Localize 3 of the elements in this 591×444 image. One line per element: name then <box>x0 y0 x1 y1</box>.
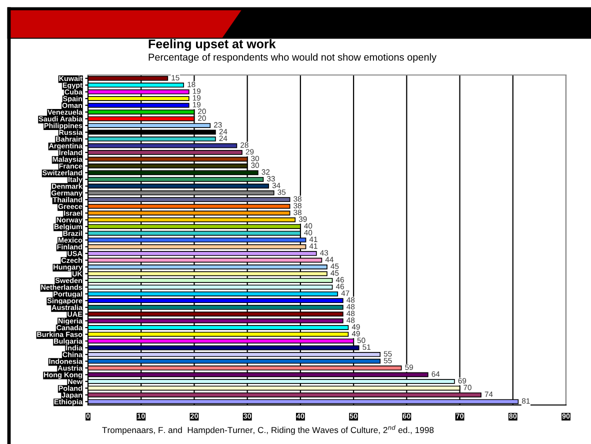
chart-subtitle: Percentage of respondents who would not show emotions openly <box>148 53 436 63</box>
chart-title: Feeling upset at work <box>148 39 276 51</box>
text: Trompenaars, F. and Hampden-Turner, C., Riding the Waves of Culture, 2$^{nd}$ ed., 1998 <box>102 425 434 435</box>
